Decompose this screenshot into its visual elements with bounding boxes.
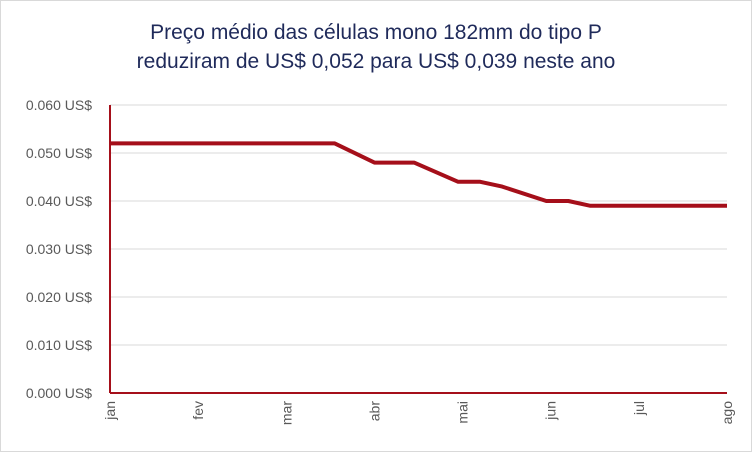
chart-title-line-1: Preço médio das células mono 182mm do ti…: [150, 21, 602, 44]
y-tick-label: 0.030 US$: [26, 241, 92, 257]
y-tick-label: 0.040 US$: [26, 193, 92, 209]
y-tick-label: 0.020 US$: [26, 289, 92, 305]
y-tick-label: 0.060 US$: [26, 97, 92, 113]
chart-title-line-2: reduziram de US$ 0,052 para US$ 0,039 ne…: [136, 50, 616, 73]
x-tick-label: mai: [455, 401, 471, 424]
x-tick-label: ago: [719, 401, 735, 425]
x-tick-label: mar: [278, 401, 294, 425]
chart-title: Preço médio das células mono 182mm do ti…: [0, 18, 752, 76]
gridlines: [110, 104, 727, 346]
x-tick-label: fev: [190, 401, 206, 420]
series-group: [110, 141, 727, 208]
x-tick-label: jul: [631, 401, 647, 416]
x-tick-label: jan: [102, 401, 118, 421]
y-tick-label: 0.000 US$: [26, 385, 92, 401]
x-tick-label: jun: [543, 401, 559, 421]
y-axis-tick-labels: 0.000 US$ 0.010 US$ 0.020 US$ 0.030 US$ 0.04…: [26, 97, 92, 401]
x-tick-label: abr: [366, 401, 382, 422]
y-tick-label: 0.010 US$: [26, 337, 92, 353]
y-tick-label: 0.050 US$: [26, 145, 92, 161]
axes: [109, 105, 727, 394]
x-axis-tick-labels: jan fev mar abr mai jun jul ago: [102, 401, 735, 425]
series-line: [110, 141, 727, 208]
